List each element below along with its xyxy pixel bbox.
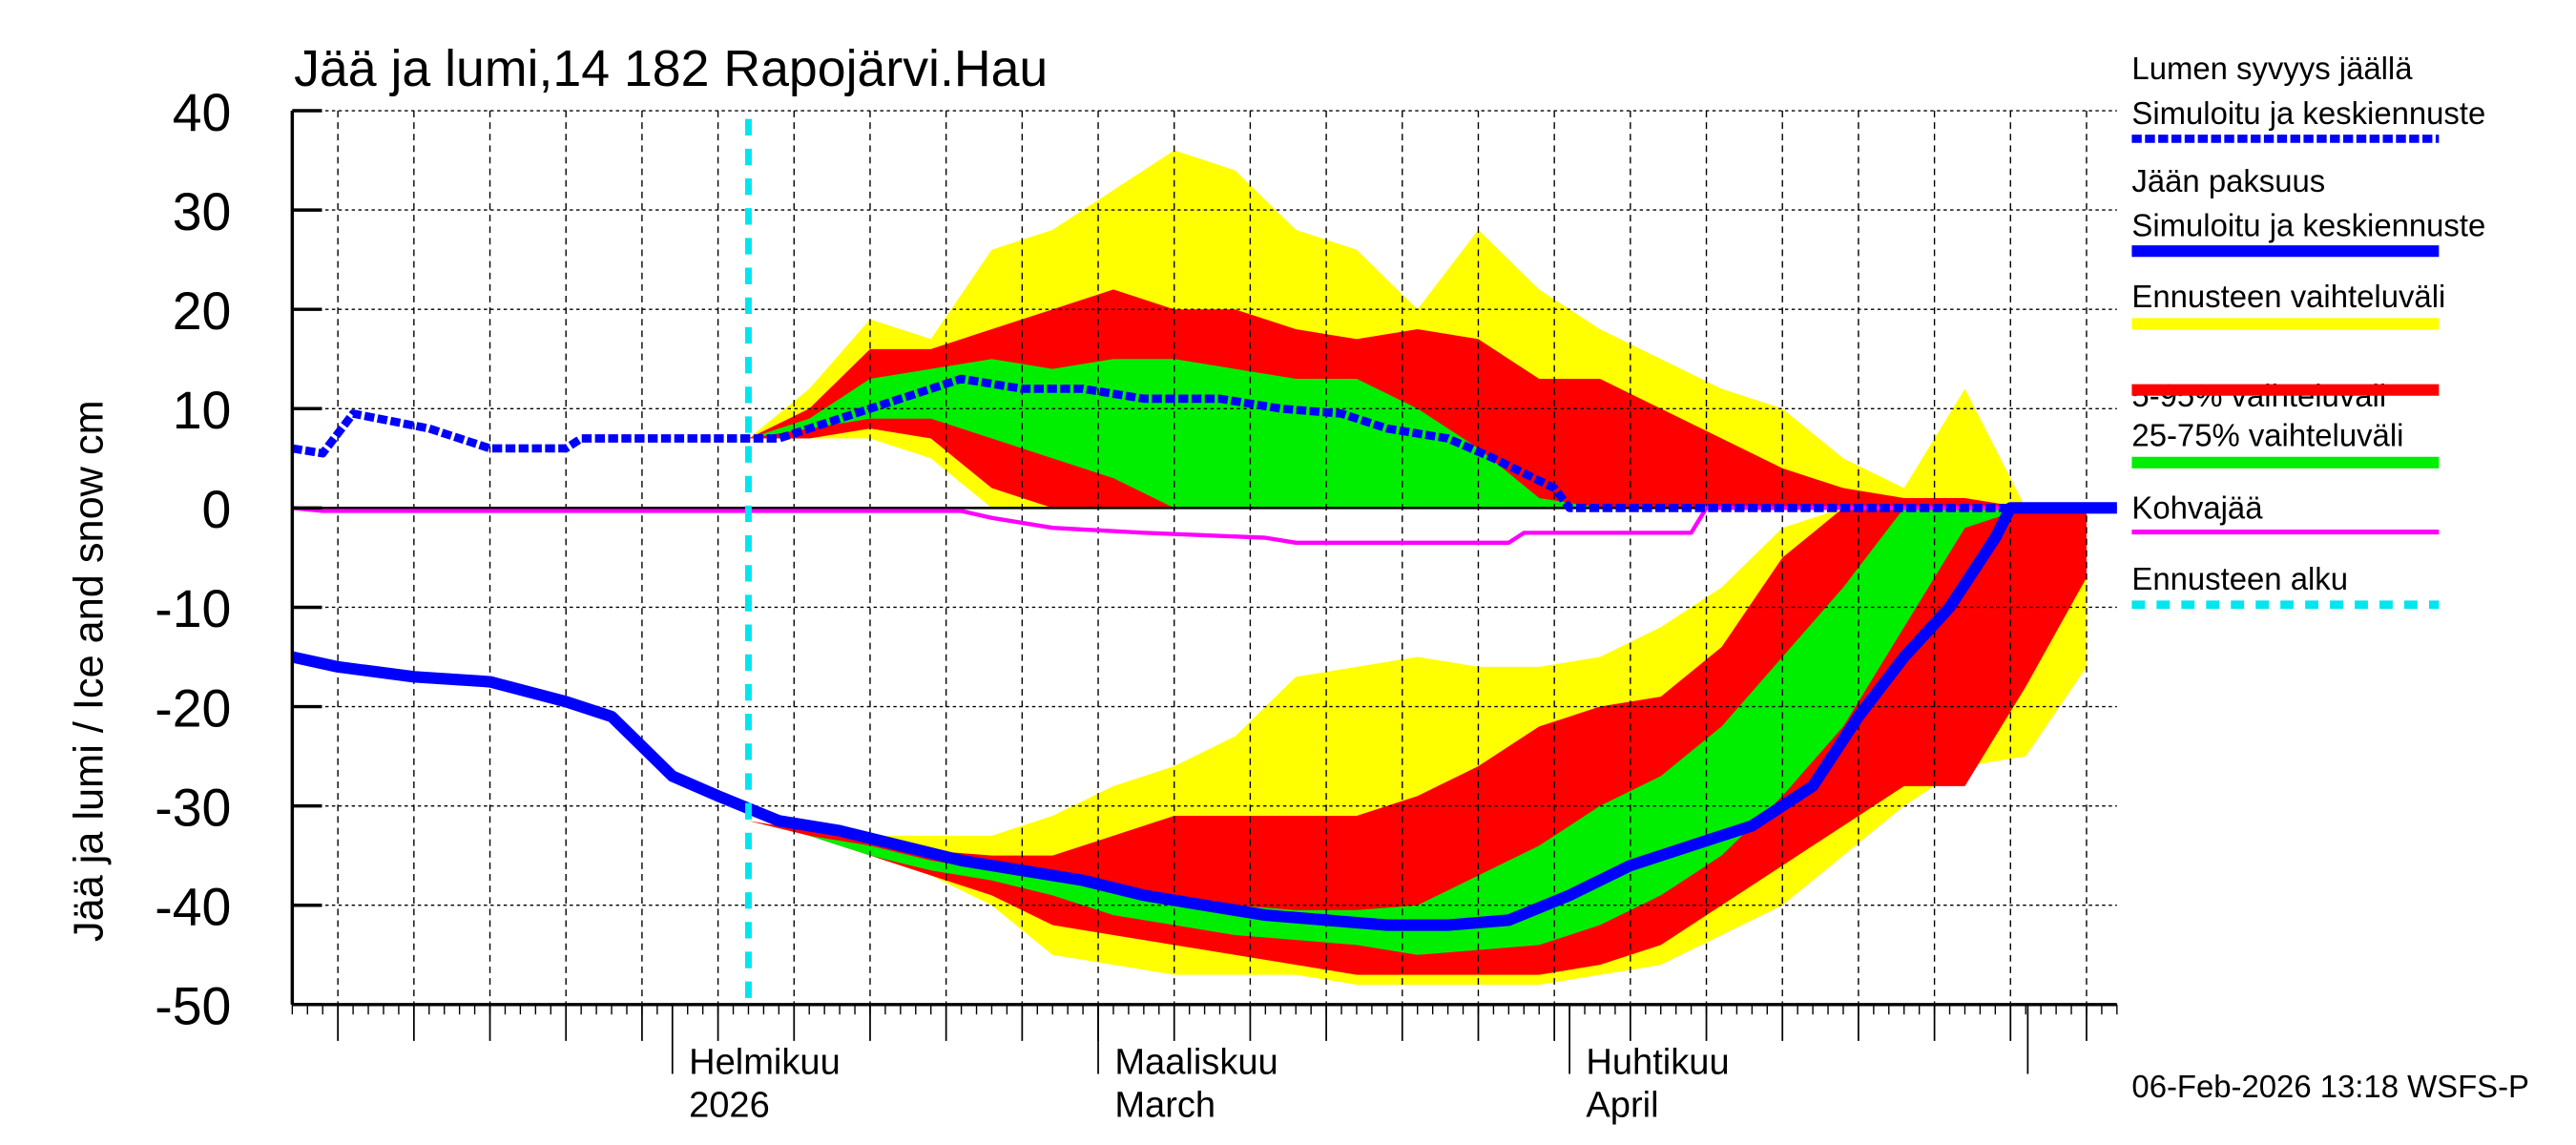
legend-label: Lumen syvyys jäällä bbox=[2131, 51, 2413, 86]
legend-label: Jään paksuus bbox=[2131, 163, 2325, 198]
y-axis-label: Jää ja lumi / Ice and snow cm bbox=[66, 400, 112, 942]
x-tick-label-month: Maaliskuu bbox=[1114, 1043, 1278, 1083]
snow-depth-line bbox=[291, 374, 2117, 512]
x-tick-label-sub: March bbox=[1114, 1086, 1215, 1126]
legend-sublabel: Simuloitu ja keskiennuste bbox=[2131, 208, 2485, 243]
legend: Lumen syvyys jäällä Simuloitu ja keskienn… bbox=[2131, 51, 2485, 610]
y-tick-label: -30 bbox=[155, 778, 231, 837]
forecast-bands bbox=[748, 150, 2087, 985]
legend-label: Kohvajää bbox=[2131, 490, 2263, 526]
legend-label: Ennusteen alku bbox=[2131, 561, 2348, 596]
slush-ice-line bbox=[292, 506, 2117, 545]
series-lines bbox=[291, 118, 2117, 1005]
y-tick-label: 20 bbox=[173, 281, 232, 341]
chart-title: Jää ja lumi,14 182 Rapojärvi.Hau bbox=[294, 40, 1048, 97]
ice-25-75-band bbox=[748, 508, 2087, 955]
grid-lines bbox=[292, 110, 2117, 1006]
y-tick-label: 10 bbox=[173, 381, 232, 440]
axes bbox=[290, 109, 2118, 1074]
y-tick-label: 40 bbox=[173, 83, 232, 142]
x-tick-label-month: Helmikuu bbox=[689, 1043, 841, 1083]
y-tick-labels: 40 30 20 10 0 -10 -20 -30 -40 -50 bbox=[155, 83, 231, 1036]
ice-5-95-band bbox=[748, 508, 2087, 975]
ice-thickness-line bbox=[291, 502, 2117, 931]
y-tick-label: -10 bbox=[155, 579, 231, 638]
y-tick-label: -50 bbox=[155, 977, 231, 1036]
legend-label: 25-75% vaihteluväli bbox=[2131, 418, 2403, 453]
y-tick-label: 30 bbox=[173, 182, 232, 241]
x-tick-label-month: Huhtikuu bbox=[1586, 1043, 1729, 1083]
legend-sublabel: Simuloitu ja keskiennuste bbox=[2131, 95, 2485, 131]
timestamp: 06-Feb-2026 13:18 WSFS-P bbox=[2131, 1069, 2529, 1104]
y-tick-label: -20 bbox=[155, 678, 231, 738]
x-tick-label-sub: April bbox=[1586, 1086, 1658, 1126]
y-tick-label: 0 bbox=[202, 480, 232, 539]
legend-label: Ennusteen vaihteluväli bbox=[2131, 279, 2445, 314]
y-tick-label: -40 bbox=[155, 877, 231, 936]
x-tick-label-sub: 2026 bbox=[689, 1086, 770, 1126]
